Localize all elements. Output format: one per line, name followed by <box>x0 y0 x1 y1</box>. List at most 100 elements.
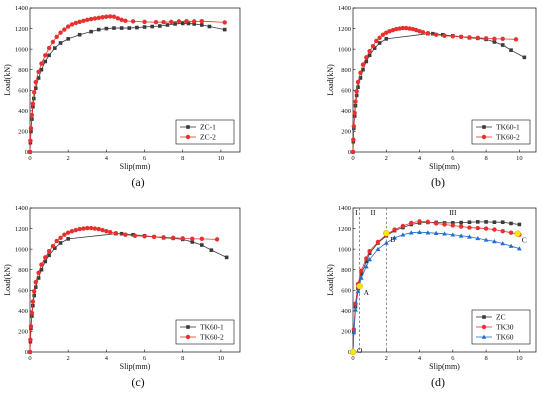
data-point <box>96 27 101 32</box>
data-point <box>394 26 399 32</box>
data-point <box>353 307 358 312</box>
data-point <box>355 288 361 294</box>
data-point <box>377 41 382 45</box>
data-point <box>367 53 372 58</box>
data-point <box>467 234 472 239</box>
data-point <box>161 19 166 25</box>
data-point <box>458 224 464 229</box>
y-tick-label: 1000 <box>15 46 28 53</box>
y-tick-label: 0 <box>25 149 28 156</box>
data-point <box>375 246 381 251</box>
legend-entry: TK60 <box>476 333 514 342</box>
data-point <box>492 227 497 232</box>
y-tick-label: 1200 <box>338 226 351 233</box>
data-point <box>107 229 113 235</box>
key-point <box>356 282 363 290</box>
data-point <box>442 231 447 236</box>
stage-label: I <box>355 208 358 217</box>
data-point <box>161 235 166 240</box>
data-point <box>352 110 357 116</box>
data-point <box>360 62 366 67</box>
data-point <box>29 310 35 316</box>
legend-label: TK60 <box>496 333 514 342</box>
data-point <box>130 19 136 24</box>
data-point <box>450 34 456 39</box>
data-point <box>359 272 364 276</box>
data-point <box>425 230 431 235</box>
data-point <box>404 25 409 31</box>
y-tick-label: 800 <box>341 267 351 274</box>
data-point <box>81 226 86 231</box>
data-point <box>358 275 364 280</box>
data-point <box>28 324 34 329</box>
x-tick-label: 6 <box>451 155 455 162</box>
x-tick-label: 8 <box>484 155 487 162</box>
x-tick-label: 0 <box>28 355 31 362</box>
data-point <box>516 246 522 251</box>
y-tick-label: 400 <box>18 108 28 115</box>
data-point <box>467 35 472 40</box>
legend-entry: TK60-2 <box>180 333 224 342</box>
plot-frame <box>29 7 241 153</box>
data-point <box>119 17 124 23</box>
data-point <box>508 243 514 248</box>
data-point <box>450 232 456 237</box>
data-point <box>190 236 195 242</box>
data-point <box>92 226 98 231</box>
y-tick-label: 600 <box>341 87 351 94</box>
data-point <box>358 70 363 76</box>
key-point-label: A <box>364 288 370 297</box>
data-point <box>417 219 422 224</box>
data-point <box>151 234 157 239</box>
data-point <box>383 240 389 245</box>
x-tick-label: 2 <box>67 155 70 162</box>
data-point <box>191 19 197 24</box>
data-point <box>359 268 364 273</box>
plot-frame <box>352 207 537 353</box>
data-point <box>492 239 497 244</box>
x-tick-label: 8 <box>181 355 184 362</box>
data-point <box>200 243 204 247</box>
x-tick-label: 4 <box>418 155 422 162</box>
y-tick-label: 200 <box>341 129 351 136</box>
data-point <box>73 20 79 26</box>
data-point <box>364 256 369 261</box>
x-tick-label: 6 <box>451 355 455 362</box>
data-point <box>354 89 359 94</box>
stage-label: III <box>449 208 457 217</box>
x-axis-title: Slip(mm) <box>120 162 151 171</box>
data-point <box>350 149 356 155</box>
data-point <box>119 231 124 236</box>
data-point <box>32 289 37 294</box>
data-point <box>170 235 176 241</box>
data-point <box>400 223 406 229</box>
data-point <box>39 267 44 272</box>
legend-entry: TK60-2 <box>476 133 520 142</box>
y-tick-label: 200 <box>18 329 28 336</box>
data-point <box>387 28 392 34</box>
x-axis-title: Slip(mm) <box>429 362 460 371</box>
y-axis-title: Load(kN) <box>326 264 335 296</box>
data-point <box>409 220 414 226</box>
data-point <box>492 40 497 44</box>
data-point <box>397 26 402 31</box>
data-point <box>92 16 98 21</box>
y-tick-label: 400 <box>341 308 351 315</box>
data-point <box>112 26 116 30</box>
x-tick-label: 8 <box>484 355 487 362</box>
data-point <box>392 227 397 232</box>
data-point <box>100 15 105 20</box>
data-point <box>46 249 52 254</box>
y-tick-label: 1200 <box>15 26 28 33</box>
data-point <box>77 32 82 37</box>
data-point <box>484 220 488 224</box>
data-point <box>475 35 480 41</box>
data-point <box>367 257 373 262</box>
chart-panel-3: 0 200 400 600 800 1000 1200 1400 0 2 4 6 8 10 Slip(mm)… <box>3 205 241 389</box>
data-point <box>100 227 105 233</box>
data-point <box>358 76 363 80</box>
data-point <box>492 220 497 224</box>
data-point <box>88 225 94 231</box>
